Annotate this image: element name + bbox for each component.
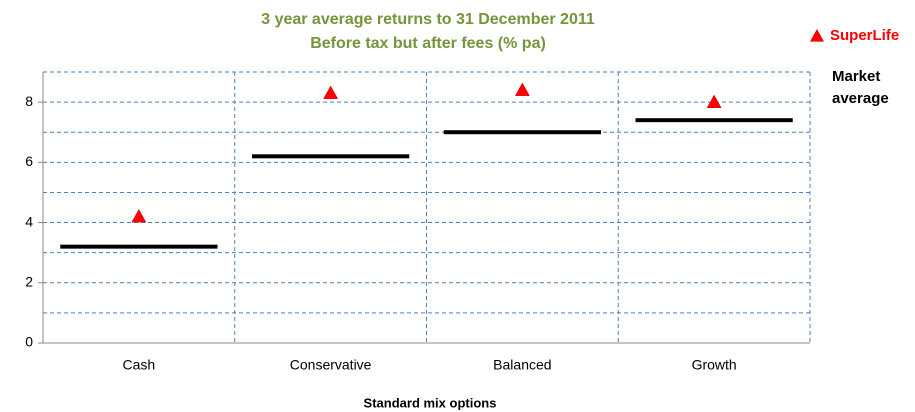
market-average-bar xyxy=(635,118,793,123)
superlife-marker xyxy=(131,209,147,223)
chart-title: 3 year average returns to 31 December 20… xyxy=(261,11,595,28)
superlife-marker xyxy=(514,82,530,96)
y-tick-label: 4 xyxy=(25,213,33,229)
market-average-bar xyxy=(252,154,410,159)
market-average-bar xyxy=(443,130,601,135)
chart-subtitle: Before tax but after fees (% pa) xyxy=(310,35,546,52)
x-axis-label: Standard mix options xyxy=(364,395,497,410)
x-tick-label: Balanced xyxy=(493,357,551,373)
x-tick-label: Cash xyxy=(123,357,156,373)
x-tick-label: Growth xyxy=(692,357,737,373)
legend-label: SuperLife xyxy=(830,27,899,44)
superlife-marker xyxy=(706,94,722,108)
x-tick-label: Conservative xyxy=(290,357,372,373)
y-tick-label: 2 xyxy=(25,273,33,289)
y-tick-label: 8 xyxy=(25,93,33,109)
superlife-marker xyxy=(323,85,339,99)
market-average-bar xyxy=(60,244,218,249)
legend-market-average: Market average xyxy=(832,68,889,107)
legend-marker xyxy=(810,29,824,42)
y-tick-label: 0 xyxy=(25,334,33,350)
y-tick-label: 6 xyxy=(25,153,33,169)
